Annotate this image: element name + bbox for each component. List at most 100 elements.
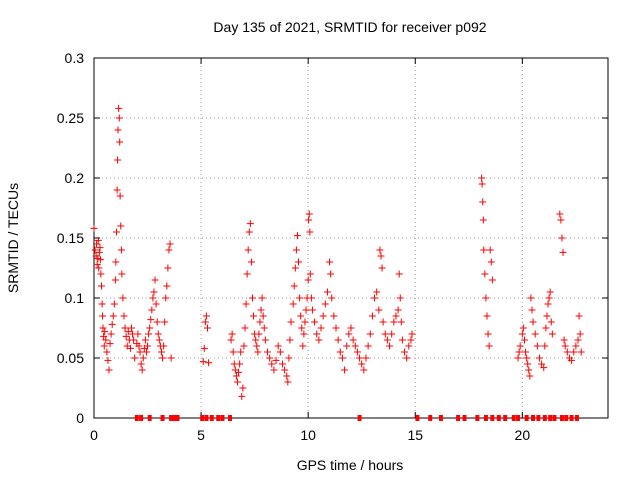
data-point — [568, 356, 576, 364]
data-point — [102, 336, 110, 344]
data-point — [115, 104, 123, 112]
zero-marker — [415, 415, 420, 421]
data-point — [323, 288, 331, 296]
data-point — [135, 342, 143, 350]
zero-marker — [456, 415, 461, 421]
data-point — [297, 312, 305, 320]
data-point — [299, 342, 307, 350]
data-point — [395, 270, 403, 278]
data-point — [349, 336, 357, 344]
data-point — [142, 348, 150, 356]
data-point — [574, 336, 582, 344]
data-point — [301, 318, 309, 326]
data-point — [281, 366, 289, 374]
data-point — [487, 258, 495, 266]
grid-lines — [94, 58, 608, 418]
data-point — [315, 336, 323, 344]
data-point — [238, 392, 246, 400]
data-point — [148, 306, 156, 314]
zero-marker — [483, 415, 488, 421]
data-point — [478, 174, 486, 182]
data-point — [300, 330, 308, 338]
y-tick-label: 0.25 — [57, 110, 84, 126]
x-tick-label: 0 — [90, 427, 98, 443]
data-point — [159, 354, 167, 362]
data-point — [381, 330, 389, 338]
data-point — [154, 330, 162, 338]
data-point — [296, 294, 304, 302]
data-point — [112, 228, 120, 236]
data-point — [289, 300, 297, 308]
data-point — [247, 258, 255, 266]
data-point — [146, 324, 154, 332]
data-point — [397, 318, 405, 326]
data-point — [95, 264, 103, 272]
data-point — [233, 378, 241, 386]
data-point — [131, 354, 139, 362]
data-point — [237, 348, 245, 356]
data-points — [90, 104, 585, 421]
data-point — [480, 246, 488, 254]
y-tick-label: 0.1 — [65, 290, 85, 306]
data-point — [481, 270, 489, 278]
data-point — [201, 318, 209, 326]
data-point — [526, 372, 534, 380]
data-point — [545, 294, 553, 302]
data-point — [376, 246, 384, 254]
data-point — [377, 252, 385, 260]
data-point — [321, 300, 329, 308]
data-point — [250, 312, 258, 320]
data-point — [241, 324, 249, 332]
data-point — [245, 228, 253, 236]
data-point — [268, 360, 276, 368]
data-point — [105, 366, 113, 374]
data-point — [302, 306, 310, 314]
data-point — [362, 354, 370, 362]
data-point — [204, 324, 212, 332]
data-point — [546, 288, 554, 296]
data-point — [479, 216, 487, 224]
data-point — [576, 330, 584, 338]
data-point — [272, 356, 280, 364]
data-point — [91, 246, 99, 254]
data-point — [538, 360, 546, 368]
data-point — [255, 330, 263, 338]
data-point — [326, 258, 334, 266]
data-point — [379, 318, 387, 326]
data-point — [519, 324, 527, 332]
data-point — [291, 264, 299, 272]
data-point — [153, 318, 161, 326]
data-point — [111, 276, 119, 284]
data-point — [155, 336, 163, 344]
zero-marker — [490, 415, 495, 421]
data-point — [285, 354, 293, 362]
data-point — [544, 300, 552, 308]
data-point — [514, 354, 522, 362]
data-point — [541, 342, 549, 350]
data-point — [93, 240, 101, 248]
data-point — [97, 270, 105, 278]
data-point — [130, 336, 138, 344]
data-point — [394, 306, 402, 314]
data-point — [270, 366, 278, 374]
data-point — [157, 348, 165, 356]
data-point — [116, 192, 124, 200]
zero-marker — [172, 415, 177, 421]
zero-marker — [531, 415, 536, 421]
data-point — [306, 228, 314, 236]
data-point — [383, 336, 391, 344]
data-point — [561, 342, 569, 350]
data-point — [306, 270, 314, 278]
data-point — [518, 330, 526, 338]
data-point — [101, 328, 109, 336]
data-point — [167, 354, 175, 362]
data-point — [112, 258, 120, 266]
data-point — [202, 312, 210, 320]
data-point — [152, 300, 160, 308]
data-point — [276, 348, 284, 356]
data-point — [485, 342, 493, 350]
data-point — [375, 306, 383, 314]
data-point — [200, 344, 208, 352]
data-point — [396, 294, 404, 302]
data-point — [525, 366, 533, 374]
